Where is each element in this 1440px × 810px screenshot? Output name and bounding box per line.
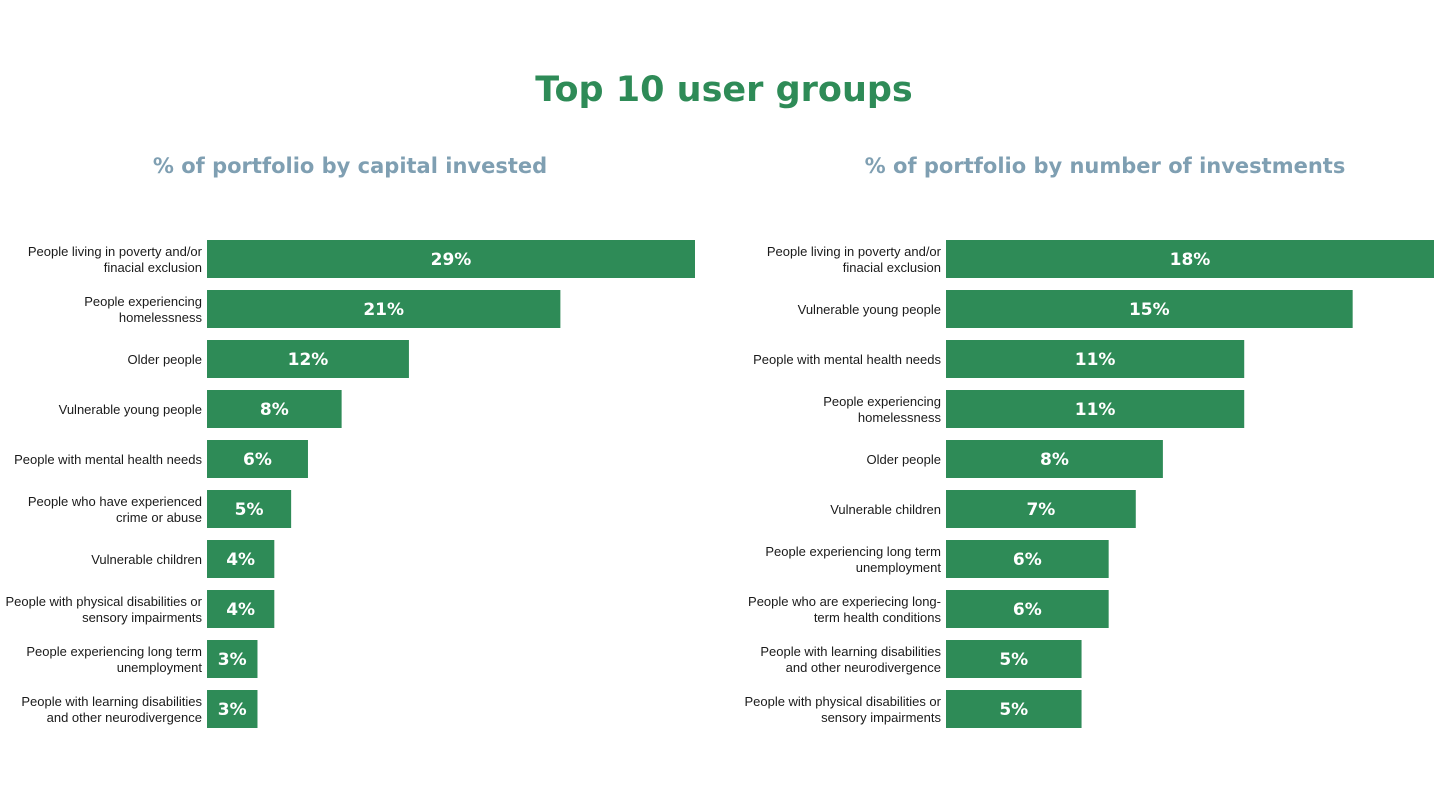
bar	[207, 690, 258, 728]
category-label-line: Vulnerable young people	[59, 402, 202, 417]
bar-value-label: 8%	[260, 400, 289, 420]
category-label: People with learning disabilities and oth…	[21, 694, 202, 725]
category-label-line: homelessness	[119, 310, 203, 325]
category-label: People with mental health needs	[753, 352, 941, 367]
category-label-line: People experiencing	[84, 294, 202, 309]
bar-value-label: 5%	[999, 650, 1028, 670]
bar	[207, 340, 409, 378]
category-label: People with learning disabilities and oth…	[760, 644, 941, 675]
bar-value-label: 7%	[1026, 500, 1055, 520]
bar-value-label: 6%	[1013, 550, 1042, 570]
category-label-line: People experiencing	[823, 394, 941, 409]
bar	[946, 240, 1434, 278]
category-label-line: People with learning disabilities	[760, 644, 941, 659]
category-label-line: Vulnerable children	[830, 502, 941, 517]
category-label-line: People who have experienced	[28, 494, 202, 509]
bar-value-label: 12%	[288, 350, 329, 370]
bar	[207, 540, 275, 578]
bar-value-label: 8%	[1040, 450, 1069, 470]
category-label-line: finacial exclusion	[843, 260, 941, 275]
category-label-line: People with physical disabilities or	[5, 594, 202, 609]
bar	[946, 540, 1109, 578]
category-label-line: People living in poverty and/or	[767, 244, 942, 259]
category-label-line: sensory impairments	[82, 610, 202, 625]
bar-value-label: 4%	[226, 550, 255, 570]
bar-value-label: 3%	[218, 700, 247, 720]
category-label: People experiencing long term unemploymen…	[26, 644, 202, 675]
category-label: Older people	[867, 452, 941, 467]
bar	[207, 390, 342, 428]
category-label-line: unemployment	[856, 560, 942, 575]
bar-value-label: 21%	[363, 300, 404, 320]
bar-value-label: 6%	[243, 450, 272, 470]
bar	[207, 290, 561, 328]
bar-value-label: 11%	[1075, 350, 1116, 370]
category-label-line: People with mental health needs	[14, 452, 202, 467]
chart-panel-2: % of portfolio by number of investments 1…	[744, 154, 1434, 728]
category-label-line: Older people	[867, 452, 941, 467]
category-label: People with physical disabilities or sens…	[744, 694, 941, 725]
bar-value-label: 3%	[218, 650, 247, 670]
bar-value-label: 5%	[999, 700, 1028, 720]
category-label-line: People with physical disabilities or	[744, 694, 941, 709]
bar-value-label: 15%	[1129, 300, 1170, 320]
category-label: Vulnerable children	[830, 502, 941, 517]
category-label: People experiencing homelessness	[823, 394, 941, 425]
bar	[946, 440, 1163, 478]
chart-panel-1: % of portfolio by capital invested 29% Peo…	[5, 154, 695, 728]
category-label: Vulnerable young people	[59, 402, 202, 417]
bar	[207, 440, 308, 478]
category-label: People living in poverty and/or finacial …	[767, 244, 942, 275]
category-label-line: sensory impairments	[821, 710, 941, 725]
bar-value-label: 6%	[1013, 600, 1042, 620]
category-label: People who are experiecing long-term hea…	[748, 594, 941, 625]
category-label-line: and other neurodivergence	[47, 710, 202, 725]
bar	[946, 490, 1136, 528]
category-label-line: homelessness	[858, 410, 942, 425]
bar	[946, 340, 1245, 378]
bar-value-label: 11%	[1075, 400, 1116, 420]
category-label-line: crime or abuse	[116, 510, 202, 525]
bar-value-label: 18%	[1170, 250, 1211, 270]
category-label-line: and other neurodivergence	[786, 660, 941, 675]
bar	[207, 240, 695, 278]
bar	[946, 390, 1245, 428]
chart-subtitle: % of portfolio by capital invested	[153, 154, 547, 178]
category-label-line: People experiencing long term	[26, 644, 202, 659]
category-label-line: unemployment	[117, 660, 203, 675]
category-label: People living in poverty and/or finacial …	[28, 244, 203, 275]
category-label: Vulnerable young people	[798, 302, 941, 317]
category-label-line: Older people	[128, 352, 202, 367]
bar	[207, 590, 275, 628]
chart-subtitle: % of portfolio by number of investments	[865, 154, 1346, 178]
category-label-line: People living in poverty and/or	[28, 244, 203, 259]
bar-value-label: 29%	[431, 250, 472, 270]
chart-title: Top 10 user groups	[535, 70, 913, 110]
category-label: Older people	[128, 352, 202, 367]
bar	[946, 290, 1353, 328]
category-label: People with physical disabilities or sens…	[5, 594, 202, 625]
category-label: People experiencing long term unemploymen…	[765, 544, 941, 575]
bar-value-label: 4%	[226, 600, 255, 620]
bar	[946, 590, 1109, 628]
category-label-line: People experiencing long term	[765, 544, 941, 559]
bar	[946, 690, 1082, 728]
bar	[207, 490, 292, 528]
category-label-line: Vulnerable young people	[798, 302, 941, 317]
category-label: Vulnerable children	[91, 552, 202, 567]
category-label: People with mental health needs	[14, 452, 202, 467]
category-label-line: finacial exclusion	[104, 260, 202, 275]
category-label-line: term health conditions	[814, 610, 942, 625]
category-label-line: People with learning disabilities	[21, 694, 202, 709]
category-label: People experiencing homelessness	[84, 294, 202, 325]
category-label-line: People with mental health needs	[753, 352, 941, 367]
bar	[946, 640, 1082, 678]
category-label-line: People who are experiecing long-	[748, 594, 941, 609]
category-label-line: Vulnerable children	[91, 552, 202, 567]
category-label: People who have experienced crime or abus…	[28, 494, 202, 525]
bar	[207, 640, 258, 678]
bar-value-label: 5%	[235, 500, 264, 520]
